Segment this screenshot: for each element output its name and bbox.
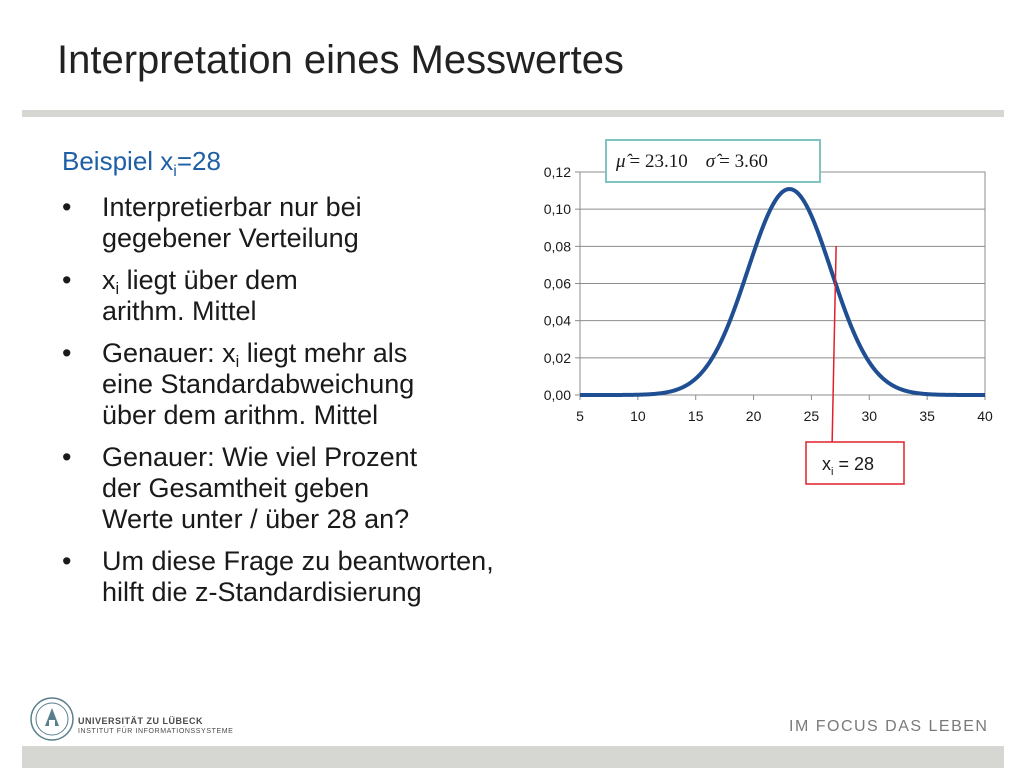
y-tick-label: 0,02 [544,350,571,366]
bullet-dot: • [62,546,72,576]
y-tick-label: 0,10 [544,201,571,217]
bullet-line: arithm. Mittel [102,296,257,326]
y-tick-label: 0,12 [544,164,571,180]
bullet-line: über dem arithm. Mittel [102,400,379,430]
normal-distribution-chart: 0,00 0,02 0,04 0,06 0,08 0,10 0,12 5 10 15 20 25 30 3… [544,139,993,485]
bullet-item: • Genauer: Wie viel Prozent der Gesamtheit… [62,442,622,535]
bullet-line: Werte unter / über 28 an? [102,504,410,534]
bullet-item: • Um diese Frage zu beantworten, hilft die… [62,546,622,608]
bullet-item: • Interpretierbar nur bei gegebener Vertei… [62,192,622,254]
x-tick-label: 5 [576,408,584,424]
bullet-line: Um diese Frage zu beantworten, [102,546,494,576]
footer-slogan: IM FOCUS DAS LEBEN [789,718,989,735]
bullet-dot: • [62,192,72,222]
bullet-line: Genauer: Wie viel Prozent [102,442,418,472]
x-tick-label: 20 [746,408,762,424]
xi-marker-line [831,245,837,443]
x-tick-label: 25 [804,408,820,424]
bullet-list: • Interpretierbar nur bei gegebener Vertei… [62,192,622,619]
bullet-line: der Gesamtheit geben [102,473,370,503]
y-tick-label: 0,06 [544,276,571,292]
bullet-item: • xi liegt über dem arithm. Mittel [62,265,622,327]
university-seal-logo [30,697,74,741]
bullet-dot: • [62,442,72,472]
xi-callout-box [805,441,905,485]
bullet-dot: • [62,265,72,295]
parameter-formula-box [605,139,821,183]
bullet-line: Interpretierbar nur bei [102,192,362,222]
bullet-line: eine Standardabweichung [102,369,415,399]
y-tick-label: 0,08 [544,238,571,254]
x-tick-label: 35 [919,408,935,424]
bullet-dot: • [62,338,72,368]
example-heading: Beispiel xi=28 [62,146,221,180]
bullet-line: Genauer: xi liegt mehr als [102,338,408,371]
x-tick-label: 40 [977,408,993,424]
bullet-item: • Genauer: xi liegt mehr als eine Standard… [62,338,622,431]
bottom-rule [22,746,1004,768]
slide-title: Interpretation eines Messwertes [57,38,624,82]
xi-callout-label: xi = 28 [822,454,874,478]
x-tick-label: 30 [861,408,877,424]
university-name: UNIVERSITÄT ZU LÜBECK [78,716,203,726]
bullet-line: xi liegt über dem [102,265,298,298]
bullet-line: gegebener Verteilung [102,223,359,253]
bullet-line: hilft die z-Standardisierung [102,577,422,607]
y-tick-label: 0,00 [544,387,571,403]
institute-name: INSTITUT FÜR INFORMATIONSSYSTEME [78,728,234,735]
x-tick-label: 10 [630,408,646,424]
x-tick-label: 15 [688,408,704,424]
y-tick-label: 0,04 [544,313,571,329]
normal-curve-line [579,187,986,397]
top-rule [22,110,1004,117]
parameter-formula: μ̂ = 23.10 σ̂ = 3.60 [615,151,768,172]
